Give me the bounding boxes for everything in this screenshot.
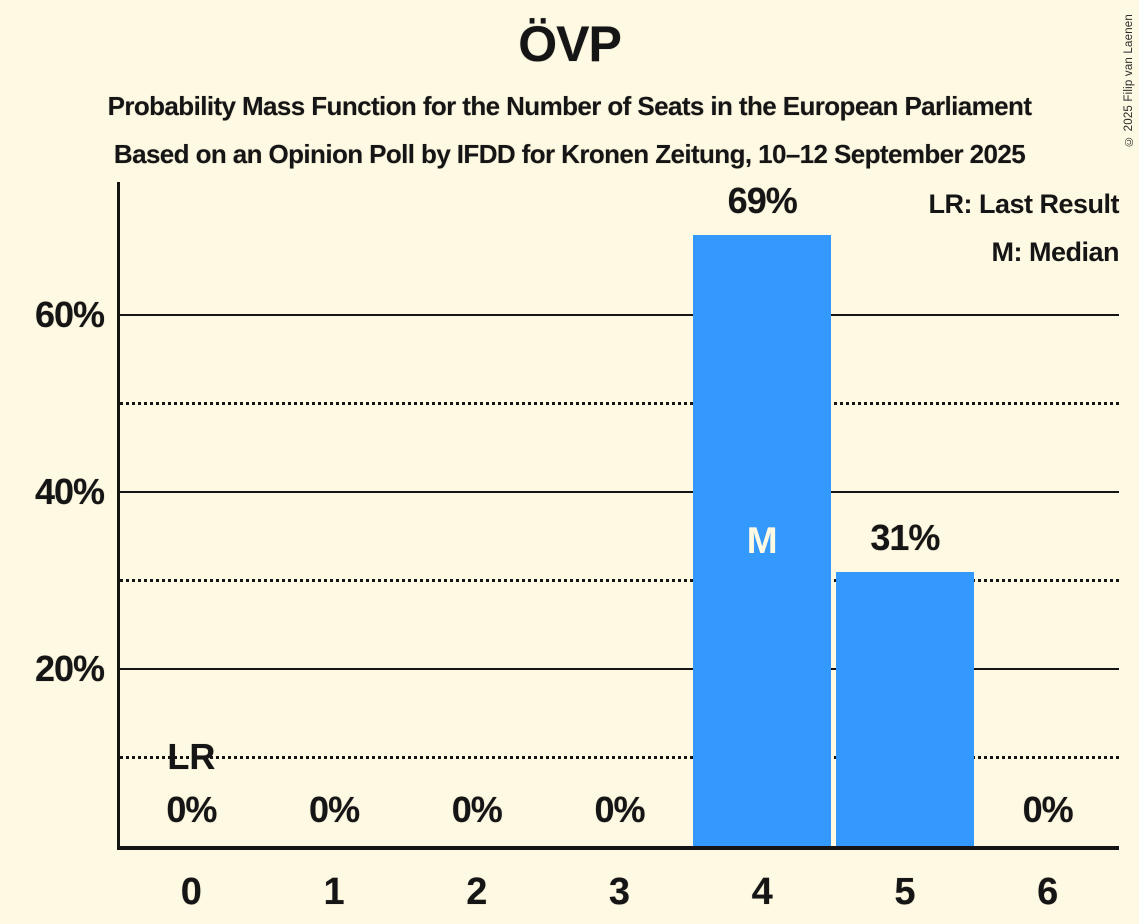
chart-subtitle-line2: Based on an Opinion Poll by IFDD for Kro… <box>113 139 1026 169</box>
bar-value-label: 0% <box>1022 789 1074 830</box>
x-tick-label: 6 <box>1037 871 1059 913</box>
plot-area: 20% 40% 60% 0% 0 0% 1 0% 2 0% 3 69% 4 31% 5 0% 6 M LR <box>35 180 1119 912</box>
gridline-dotted <box>120 579 1119 583</box>
chart-title: ÖVP <box>518 16 622 72</box>
bar <box>693 235 832 846</box>
legend-last-result: LR: Last Result <box>928 189 1119 219</box>
bar <box>836 571 974 846</box>
copyright-notice: © 2025 Filip van Laenen <box>1123 14 1135 147</box>
bar-value-label: 0% <box>451 789 503 830</box>
bar-value-label: 31% <box>870 516 940 558</box>
gridline-solid <box>120 490 1119 493</box>
x-tick-label: 3 <box>608 871 631 913</box>
x-tick-label: 4 <box>751 871 773 913</box>
x-tick-label: 1 <box>323 871 345 913</box>
gridline-dotted <box>120 756 1119 760</box>
median-marker: M <box>746 519 778 561</box>
y-tick-label: 60% <box>34 293 105 335</box>
y-tick-label: 20% <box>34 647 105 689</box>
chart-legend: LR: Last Result M: Median <box>928 180 1119 276</box>
bar-value-label: 69% <box>727 180 798 222</box>
x-tick-label: 5 <box>894 871 916 913</box>
gridline-dotted <box>120 402 1119 406</box>
bar-value-label: 0% <box>166 789 217 830</box>
bar-value-label: 0% <box>309 789 360 830</box>
x-tick-label: 0 <box>180 871 202 913</box>
legend-median: M: Median <box>991 237 1120 267</box>
bar-value-label: 0% <box>594 789 645 830</box>
gridline-solid <box>120 667 1119 670</box>
gridline-solid <box>120 313 1119 316</box>
last-result-marker: LR <box>167 736 216 778</box>
chart-subtitle-line1: Probability Mass Function for the Number… <box>107 91 1032 121</box>
y-tick-label: 40% <box>34 470 105 512</box>
x-tick-label: 2 <box>466 871 488 913</box>
